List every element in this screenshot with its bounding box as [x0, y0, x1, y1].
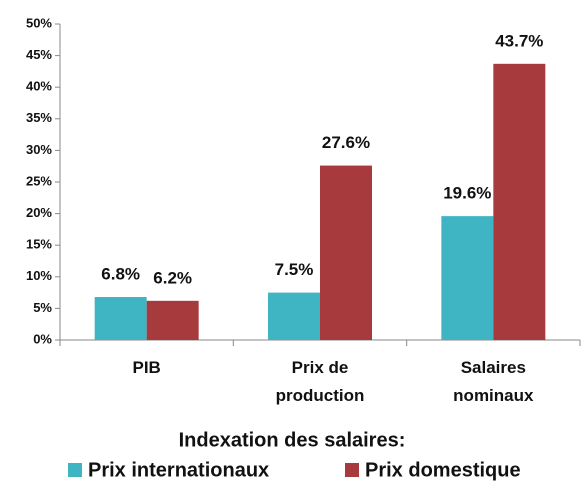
y-tick-label: 5%: [33, 300, 52, 315]
legend-swatch: [345, 463, 359, 477]
y-tick-label: 10%: [26, 268, 52, 283]
value-label: 19.6%: [443, 184, 491, 203]
y-tick-label: 20%: [26, 205, 52, 220]
value-label: 27.6%: [322, 133, 370, 152]
x-tick-label: Salaires nominaux: [453, 358, 534, 405]
legend-label: Prix domestique: [365, 459, 521, 481]
y-tick-label: 40%: [26, 79, 52, 94]
y-tick-label: 25%: [26, 173, 52, 188]
legend-swatch: [68, 463, 82, 477]
y-tick-label: 50%: [26, 15, 52, 30]
y-tick-label: 35%: [26, 110, 52, 125]
y-tick-label: 45%: [26, 47, 52, 62]
value-label: 6.8%: [101, 265, 140, 284]
legend-label: Prix internationaux: [88, 459, 269, 481]
y-tick-label: 0%: [33, 331, 52, 346]
y-tick-label: 30%: [26, 142, 52, 157]
bar: [146, 300, 199, 340]
bar: [320, 165, 372, 340]
y-tick-label: 15%: [26, 237, 52, 252]
x-tick-label: Prix de production: [275, 358, 365, 405]
bar: [493, 63, 546, 340]
value-label: 7.5%: [275, 260, 314, 279]
value-label: 43.7%: [495, 31, 543, 50]
bar: [441, 216, 494, 340]
legend-title: Indexation des salaires:: [179, 429, 406, 451]
bar: [268, 292, 320, 340]
bar: [94, 297, 147, 340]
x-tick-label: PIB: [132, 358, 161, 377]
value-label: 6.2%: [153, 268, 192, 287]
